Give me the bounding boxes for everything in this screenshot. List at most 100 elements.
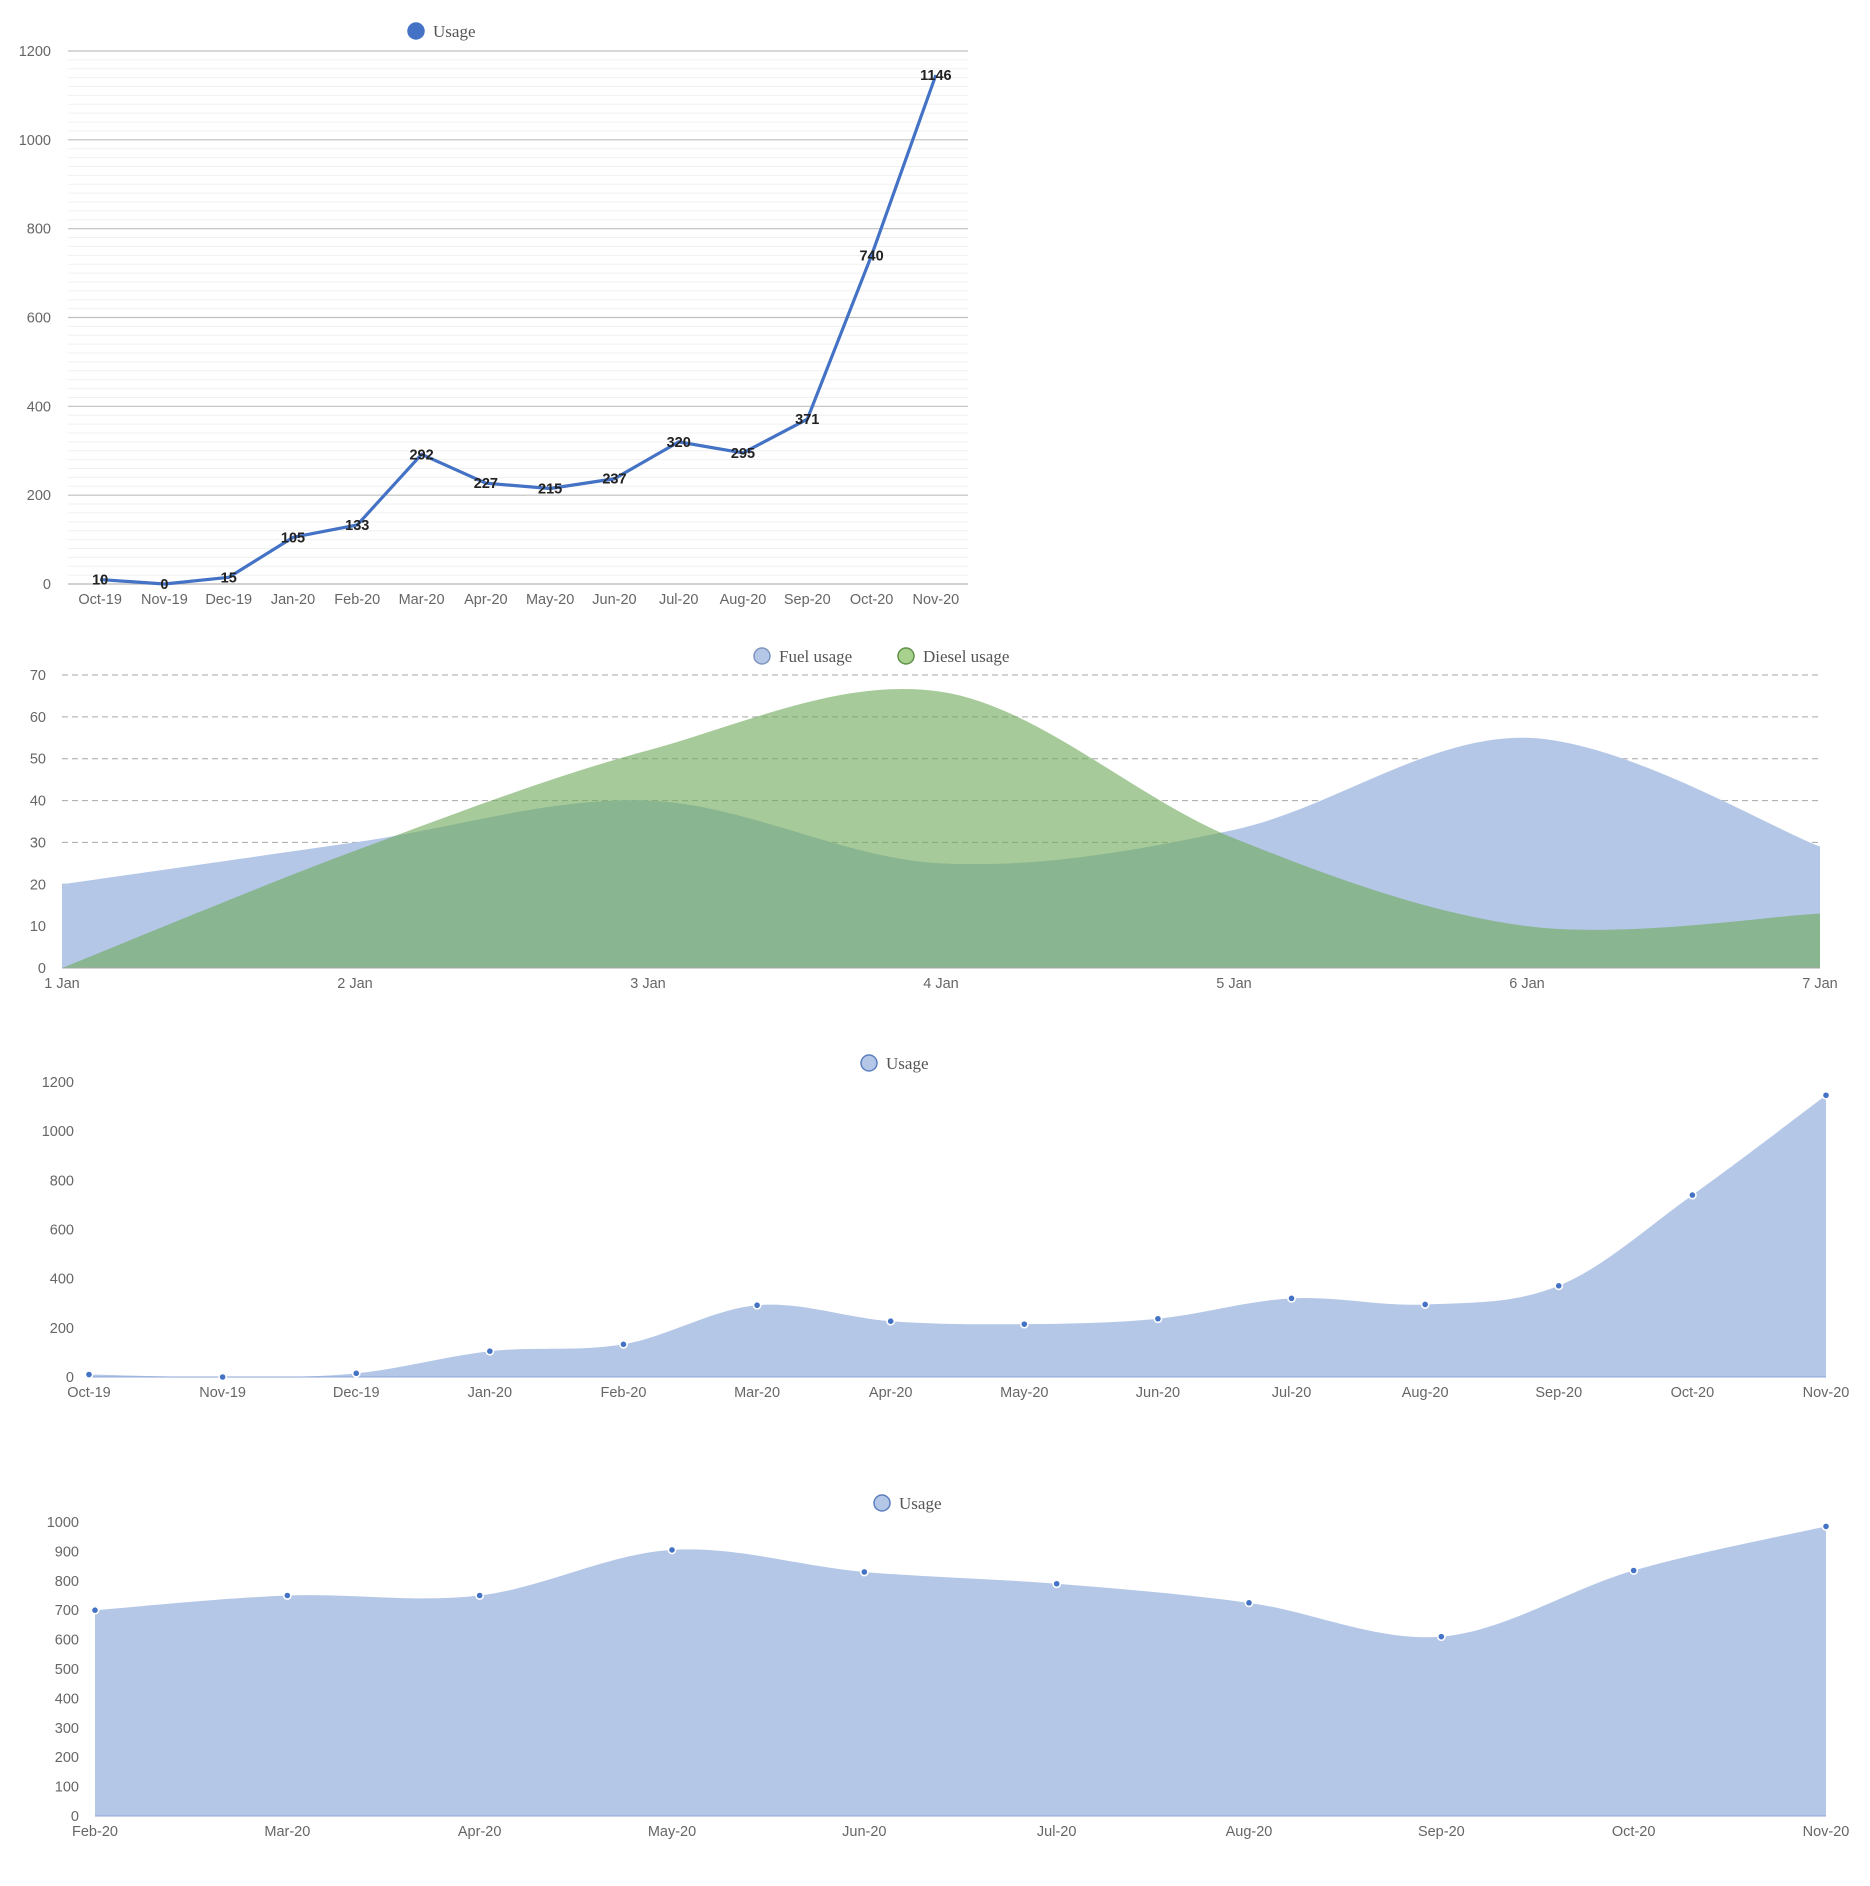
x-tick-label-1-3: 4 Jan bbox=[923, 976, 958, 992]
y-tick-label-0-0: 0 bbox=[43, 577, 51, 593]
y-tick-label-3-7: 700 bbox=[55, 1603, 79, 1619]
x-tick-label-1-0: 1 Jan bbox=[44, 976, 79, 992]
legend-marker-0-0[interactable] bbox=[407, 22, 425, 40]
data-point-2-1[interactable] bbox=[218, 1372, 228, 1382]
data-point-2-0[interactable] bbox=[84, 1370, 94, 1379]
usage-area-chart-2: 0 200 400 600 800 1000 1200 Oct-19 Nov-19 Dec-19 J… bbox=[42, 1054, 1850, 1401]
data-point-2-9[interactable] bbox=[1287, 1293, 1296, 1303]
y-tick-label-1-4: 40 bbox=[30, 794, 46, 810]
y-tick-label-3-1: 100 bbox=[55, 1780, 79, 1796]
data-label-0-4: 133 bbox=[345, 518, 369, 534]
y-tick-label-2-1: 200 bbox=[50, 1321, 74, 1337]
data-label-0-1: 0 bbox=[160, 577, 168, 593]
data-point-2-7[interactable] bbox=[1019, 1319, 1029, 1329]
legend-label-1-1: Diesel usage bbox=[923, 647, 1009, 666]
y-tick-label-3-2: 200 bbox=[55, 1750, 79, 1766]
legend-marker-1-0[interactable] bbox=[753, 647, 771, 665]
data-point-2-13[interactable] bbox=[1821, 1090, 1831, 1100]
y-tick-label-3-4: 400 bbox=[55, 1691, 79, 1707]
legend-marker-3-0[interactable] bbox=[873, 1494, 891, 1512]
y-tick-label-1-1: 10 bbox=[30, 919, 46, 935]
y-tick-label-1-5: 50 bbox=[30, 752, 46, 768]
x-tick-label-3-4: Jun-20 bbox=[842, 1824, 886, 1840]
data-point-2-11[interactable] bbox=[1554, 1281, 1564, 1291]
x-tick-label-1-6: 7 Jan bbox=[1802, 976, 1837, 992]
data-point-3-2[interactable] bbox=[475, 1591, 485, 1600]
y-tick-label-1-3: 30 bbox=[30, 835, 46, 851]
x-tick-label-0-10: Aug-20 bbox=[720, 592, 767, 608]
data-point-3-8[interactable] bbox=[1629, 1566, 1639, 1575]
data-label-0-0: 10 bbox=[92, 573, 108, 589]
y-tick-label-1-2: 20 bbox=[30, 877, 46, 893]
data-point-2-10[interactable] bbox=[1420, 1300, 1430, 1309]
data-point-2-3[interactable] bbox=[485, 1346, 495, 1356]
x-tick-label-3-1: Mar-20 bbox=[264, 1824, 310, 1840]
y-tick-label-2-4: 800 bbox=[50, 1173, 74, 1189]
x-tick-label-0-11: Sep-20 bbox=[784, 592, 831, 608]
data-point-3-1[interactable] bbox=[282, 1591, 292, 1600]
data-point-2-8[interactable] bbox=[1153, 1314, 1163, 1324]
y-tick-label-3-9: 900 bbox=[55, 1544, 79, 1560]
legend-label-2-0: Usage bbox=[886, 1054, 928, 1073]
x-tick-label-3-6: Aug-20 bbox=[1226, 1824, 1273, 1840]
x-tick-label-2-12: Oct-20 bbox=[1671, 1385, 1715, 1401]
data-label-0-13: 1146 bbox=[920, 68, 951, 84]
data-label-0-8: 237 bbox=[602, 472, 626, 488]
x-tick-label-0-2: Dec-19 bbox=[205, 592, 252, 608]
x-tick-label-1-2: 3 Jan bbox=[630, 976, 665, 992]
x-tick-label-0-7: May-20 bbox=[526, 592, 574, 608]
data-point-2-12[interactable] bbox=[1687, 1190, 1697, 1200]
series-line-0-0[interactable] bbox=[100, 74, 938, 586]
x-tick-label-0-9: Jul-20 bbox=[659, 592, 699, 608]
x-tick-label-0-6: Apr-20 bbox=[464, 592, 508, 608]
data-label-0-3: 105 bbox=[281, 530, 305, 546]
data-label-0-7: 215 bbox=[538, 482, 562, 498]
data-label-0-12: 740 bbox=[859, 248, 883, 264]
data-label-0-2: 15 bbox=[221, 570, 237, 586]
y-tick-label-2-5: 1000 bbox=[42, 1124, 74, 1140]
y-tick-label-2-2: 400 bbox=[50, 1272, 74, 1288]
x-tick-label-2-6: Apr-20 bbox=[869, 1385, 913, 1401]
x-tick-label-3-2: Apr-20 bbox=[458, 1824, 502, 1840]
data-point-2-4[interactable] bbox=[619, 1339, 628, 1349]
x-tick-label-3-9: Nov-20 bbox=[1803, 1824, 1850, 1840]
fuel-diesel-area-chart: 0 10 20 30 40 50 60 70 1 Jan 2 Jan 3 Jan 4 Jan 5 Jan… bbox=[30, 647, 1838, 992]
x-tick-label-0-0: Oct-19 bbox=[78, 592, 122, 608]
x-tick-label-3-7: Sep-20 bbox=[1418, 1824, 1465, 1840]
data-point-3-3[interactable] bbox=[667, 1545, 677, 1555]
data-point-2-6[interactable] bbox=[886, 1316, 896, 1326]
x-tick-label-3-3: May-20 bbox=[648, 1824, 696, 1840]
x-tick-label-2-2: Dec-19 bbox=[333, 1385, 380, 1401]
y-tick-label-3-0: 0 bbox=[71, 1809, 79, 1825]
x-tick-label-0-3: Jan-20 bbox=[271, 592, 315, 608]
legend-marker-1-1[interactable] bbox=[897, 647, 915, 665]
x-tick-label-2-1: Nov-19 bbox=[199, 1385, 246, 1401]
series-area-1-1[interactable] bbox=[62, 688, 1820, 968]
data-point-3-4[interactable] bbox=[859, 1567, 869, 1577]
x-tick-label-3-5: Jul-20 bbox=[1037, 1824, 1077, 1840]
y-tick-label-0-2: 400 bbox=[27, 399, 51, 415]
data-label-0-5: 292 bbox=[409, 447, 433, 463]
series-area-3-0[interactable] bbox=[95, 1526, 1826, 1816]
x-tick-label-2-8: Jun-20 bbox=[1136, 1385, 1180, 1401]
data-point-2-2[interactable] bbox=[351, 1368, 361, 1378]
x-tick-label-0-1: Nov-19 bbox=[141, 592, 188, 608]
x-tick-label-2-5: Mar-20 bbox=[734, 1385, 780, 1401]
data-label-0-9: 320 bbox=[667, 435, 691, 451]
data-label-0-11: 371 bbox=[795, 412, 819, 428]
y-tick-label-2-6: 1200 bbox=[42, 1075, 74, 1091]
x-tick-label-2-3: Jan-20 bbox=[468, 1385, 512, 1401]
data-point-3-5[interactable] bbox=[1052, 1579, 1062, 1589]
x-tick-label-3-8: Oct-20 bbox=[1612, 1824, 1656, 1840]
x-tick-label-0-4: Feb-20 bbox=[334, 592, 380, 608]
y-tick-label-3-10: 1000 bbox=[47, 1515, 79, 1531]
x-tick-label-1-4: 5 Jan bbox=[1216, 976, 1251, 992]
data-point-3-9[interactable] bbox=[1821, 1522, 1831, 1531]
data-point-2-5[interactable] bbox=[752, 1300, 762, 1310]
legend-marker-2-0[interactable] bbox=[860, 1054, 878, 1072]
data-point-3-6[interactable] bbox=[1244, 1598, 1254, 1608]
data-point-3-0[interactable] bbox=[90, 1605, 100, 1615]
data-point-3-7[interactable] bbox=[1436, 1632, 1446, 1642]
series-area-2-0[interactable] bbox=[89, 1095, 1826, 1378]
